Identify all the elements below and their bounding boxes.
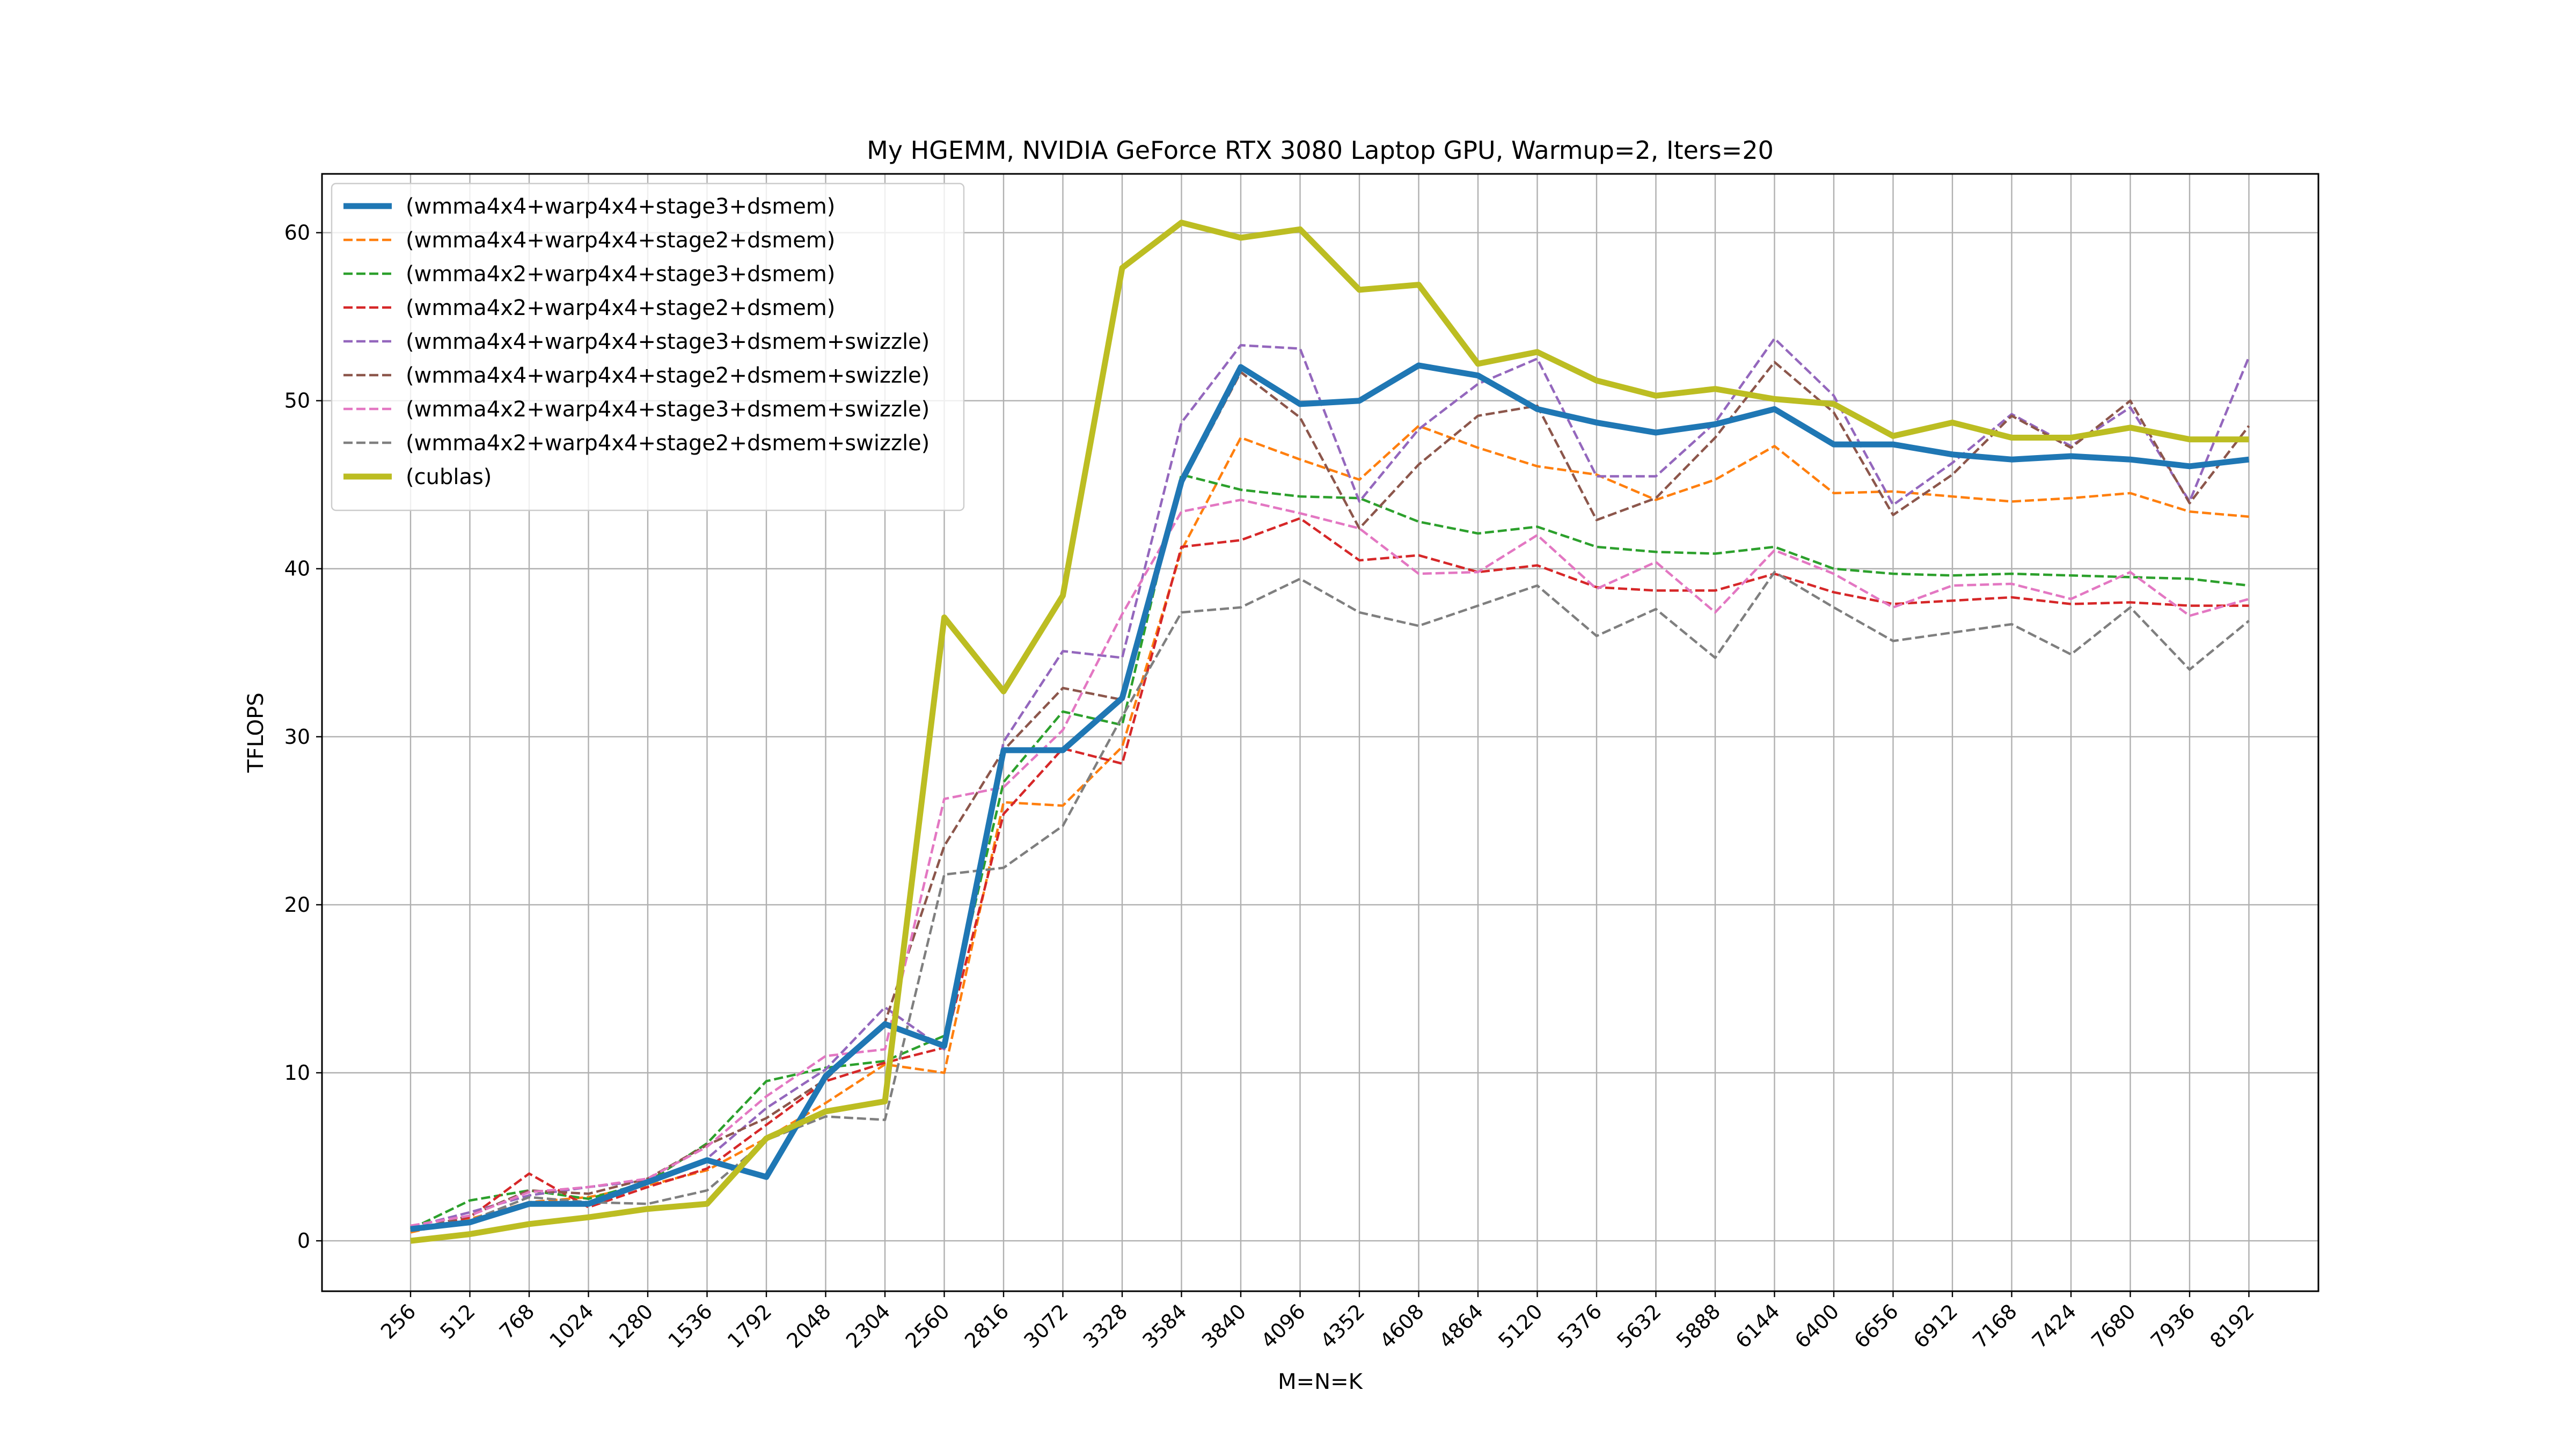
y-tick-label: 0 <box>297 1229 310 1253</box>
series-line <box>410 219 2249 1244</box>
legend-label: (wmma4x2+warp4x4+stage3+dsmem+swizzle) <box>406 397 930 422</box>
legend-box <box>331 182 965 511</box>
legend-label: (wmma4x4+warp4x4+stage2+dsmem+swizzle) <box>406 363 930 388</box>
chart-title: My HGEMM, NVIDIA GeForce RTX 3080 Laptop… <box>867 136 1774 165</box>
series-line <box>410 499 2250 1227</box>
series-line <box>410 362 2250 1232</box>
y-tick-label: 20 <box>284 893 310 917</box>
series-line <box>410 337 2250 1229</box>
legend-label: (wmma4x2+warp4x4+stage3+dsmem) <box>406 262 835 287</box>
legend-label: (cublas) <box>406 465 492 489</box>
series-line <box>410 361 2250 1232</box>
legend-label: (wmma4x4+warp4x4+stage3+dsmem) <box>406 194 835 219</box>
plot-frame <box>321 173 2319 1292</box>
series-line <box>410 570 2250 1232</box>
legend-label: (wmma4x4+warp4x4+stage3+dsmem+swizzle) <box>406 330 930 354</box>
y-axis-ticks: 0 10 20 30 40 50 60 <box>284 221 322 1253</box>
y-tick-label: 50 <box>284 389 310 413</box>
series-lines <box>410 219 2250 1244</box>
series-line <box>410 473 2249 1231</box>
y-tick-label: 40 <box>284 557 310 581</box>
x-axis-label: M=N=K <box>1278 1370 1363 1394</box>
y-tick-label: 60 <box>284 221 310 245</box>
legend: (wmma4x4+warp4x4+stage3+dsmem) (wmma4x4+w… <box>331 182 965 511</box>
legend-label: (wmma4x2+warp4x4+stage2+dsmem+swizzle) <box>406 431 930 456</box>
legend-label: (wmma4x4+warp4x4+stage2+dsmem) <box>406 228 835 253</box>
y-axis-label: TFLOPS <box>244 692 268 773</box>
y-tick-label: 30 <box>284 725 310 749</box>
legend-label: (wmma4x2+warp4x4+stage2+dsmem) <box>406 296 835 320</box>
y-tick-label: 10 <box>284 1061 310 1085</box>
